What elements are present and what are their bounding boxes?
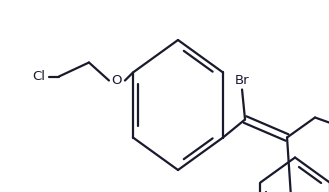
Text: Br: Br xyxy=(235,74,249,88)
Text: O: O xyxy=(112,74,122,87)
Text: Cl: Cl xyxy=(32,70,45,83)
